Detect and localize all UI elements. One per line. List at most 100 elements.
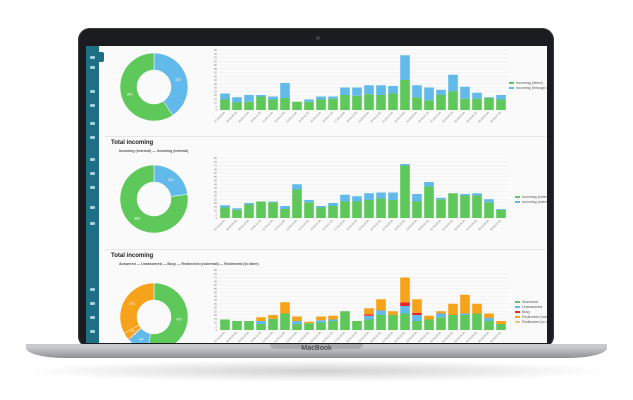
bar-segment: [316, 96, 326, 100]
donut-slice-label: 27: [131, 330, 135, 334]
menu-icon[interactable]: [90, 56, 95, 59]
bar-segment: [256, 95, 266, 97]
legend-item[interactable]: Busy: [515, 309, 547, 314]
y-tick-label: 30: [214, 306, 218, 310]
webcam-icon: [316, 36, 320, 40]
x-tick-label: 07:00-08:00: [213, 218, 226, 231]
bar-segment: [340, 87, 350, 95]
section-filter-line: Answered — Unanswered — Busy — Redirecte…: [119, 262, 259, 266]
bar-segment: [292, 324, 302, 330]
x-tick-label: 00:00-01:00: [417, 110, 430, 123]
legend-swatch: [515, 305, 520, 308]
legend-item[interactable]: Answered: [515, 299, 547, 304]
bar-segment: [244, 95, 254, 102]
legend-item[interactable]: Incoming (external): [515, 194, 547, 199]
x-tick-label: 02:00-03:00: [441, 330, 454, 343]
schedule-icon[interactable]: [90, 206, 95, 209]
bar-segment: [484, 199, 494, 203]
bar-segment: [268, 318, 278, 330]
bar-segment: [232, 102, 242, 110]
bar-segment: [340, 95, 350, 110]
bar-segment: [352, 95, 362, 110]
x-tick-label: 23:00-00:00: [405, 218, 418, 231]
y-tick-label: 25: [214, 89, 218, 93]
x-tick-label: 22:00-23:00: [393, 110, 406, 123]
integrations-icon[interactable]: [90, 222, 95, 225]
sidebar-toggle-button[interactable]: [99, 52, 104, 62]
x-tick-label: 18:00-19:00: [345, 330, 358, 343]
bar-segment: [412, 315, 422, 321]
bar-segment: [472, 313, 482, 330]
x-tick-label: 16:00-17:00: [321, 218, 334, 231]
bar-segment: [484, 97, 494, 98]
x-tick-label: 22:00-23:00: [393, 330, 406, 343]
legend-item[interactable]: Incoming (direct): [509, 80, 547, 85]
y-tick-label: 5: [215, 212, 217, 216]
queue-icon[interactable]: [90, 158, 95, 161]
bar-segment: [472, 193, 482, 196]
chart-legend: Incoming (direct)Incoming (through other…: [509, 80, 547, 90]
x-tick-label: 15:00-16:00: [309, 330, 322, 343]
bar-segment: [280, 83, 290, 98]
x-tick-label: 00:00-01:00: [417, 218, 430, 231]
x-tick-label: 13:00-14:00: [285, 218, 298, 231]
logout-icon[interactable]: [90, 330, 95, 333]
x-tick-label: 04:00-05:00: [465, 330, 478, 343]
legend-item[interactable]: Redirected (voicemail): [515, 314, 547, 319]
legend-item[interactable]: Incoming (through other): [509, 85, 547, 90]
y-tick-label: 20: [214, 201, 218, 205]
bar-segment: [496, 95, 506, 100]
bar-segment: [328, 319, 338, 321]
chart-icon[interactable]: [90, 136, 95, 139]
bar-segment: [244, 101, 254, 110]
bar-segment: [472, 92, 482, 99]
x-tick-label: 08:00-09:00: [225, 218, 238, 231]
contacts-icon[interactable]: [90, 186, 95, 189]
bar-segment: [220, 207, 230, 218]
donut-slice-label: 271: [129, 302, 135, 306]
section-divider: [105, 249, 545, 250]
bar-segment: [304, 202, 314, 218]
reports-icon[interactable]: [90, 122, 95, 125]
bar-segment: [460, 294, 470, 314]
bar-segment: [304, 101, 314, 110]
bar-segment: [484, 318, 494, 321]
bar-segment: [268, 99, 278, 110]
x-tick-label: 20:00-21:00: [369, 218, 382, 231]
bar-segment: [376, 310, 386, 315]
bar-segment: [448, 315, 458, 330]
bar-segment: [496, 209, 506, 210]
y-tick-label: 80: [214, 48, 218, 52]
y-tick-label: 40: [214, 78, 218, 82]
y-tick-label: 70: [214, 164, 218, 168]
legend-item[interactable]: Incoming (internal): [515, 199, 547, 204]
brand-label: MacBook: [301, 345, 332, 352]
y-tick-label: 10: [214, 209, 218, 213]
bar-segment: [412, 194, 422, 202]
bar-segment: [460, 195, 470, 218]
bar-segment: [364, 200, 374, 218]
calls-icon[interactable]: [90, 90, 95, 93]
legend-label: Redirected (to other): [522, 319, 547, 324]
bar-segment: [328, 315, 338, 320]
legend-item[interactable]: Unanswered: [515, 304, 547, 309]
bar-segment: [388, 93, 398, 110]
bar-segment: [376, 85, 386, 95]
donut-slice-label: 113: [168, 178, 174, 182]
phone-icon[interactable]: [90, 172, 95, 175]
account-icon[interactable]: [90, 316, 95, 319]
home-icon[interactable]: [90, 66, 95, 69]
settings-icon[interactable]: [90, 302, 95, 305]
y-tick-label: 50: [214, 179, 218, 183]
bar-segment: [292, 101, 302, 110]
legend-item[interactable]: Redirected (to other): [515, 319, 547, 324]
bar-segment: [424, 100, 434, 110]
y-tick-label: 50: [214, 71, 218, 75]
bar-segment: [268, 96, 278, 100]
bar-segment: [316, 320, 326, 323]
help-icon[interactable]: [90, 288, 95, 291]
users-icon[interactable]: [90, 104, 95, 107]
y-tick-label: 30: [214, 194, 218, 198]
section-filter-line: Incoming (external) — Incoming (internal…: [119, 149, 189, 153]
